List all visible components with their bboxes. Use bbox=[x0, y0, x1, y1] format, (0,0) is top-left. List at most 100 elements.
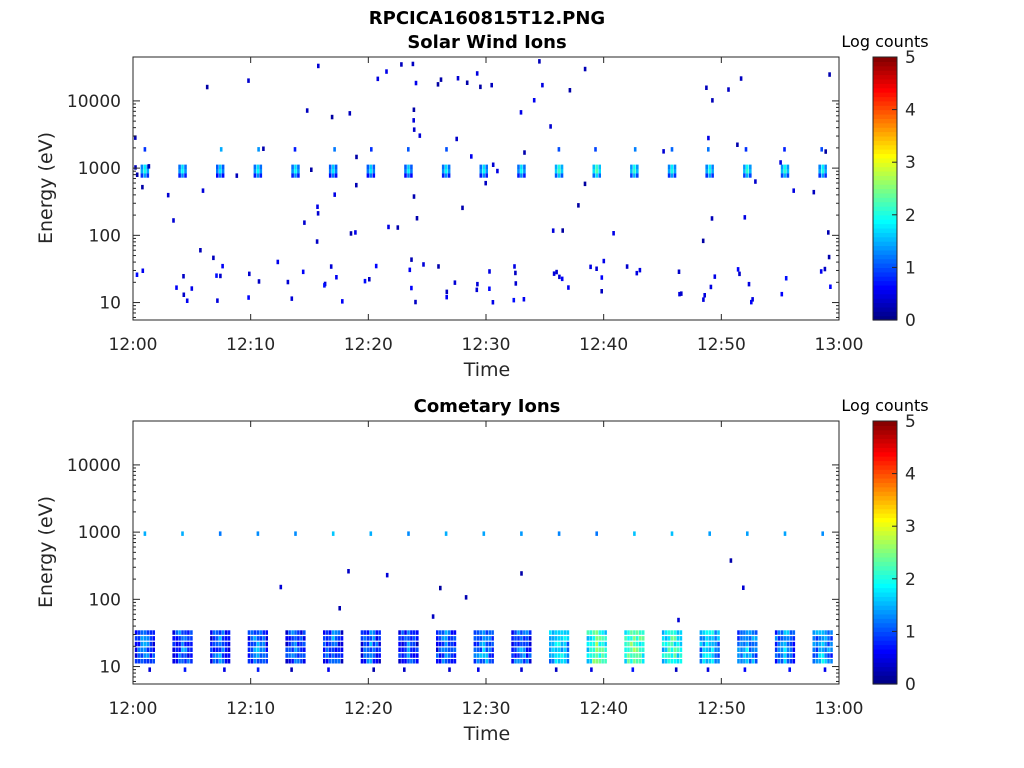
noise-cell bbox=[414, 80, 418, 86]
count-cell bbox=[410, 168, 413, 174]
count-cell bbox=[216, 653, 219, 658]
count-cell bbox=[676, 653, 680, 658]
noise-cell bbox=[418, 133, 422, 138]
noise-cell bbox=[549, 124, 552, 129]
colorbar-segment bbox=[873, 517, 897, 523]
noise-cell bbox=[828, 72, 831, 77]
count-cell bbox=[453, 653, 457, 658]
count-cell bbox=[641, 653, 645, 658]
count-cell bbox=[560, 168, 564, 174]
count-cell bbox=[221, 653, 225, 658]
count-cell bbox=[334, 164, 338, 170]
colorbar-segment bbox=[873, 83, 897, 89]
count-cell bbox=[146, 653, 150, 658]
count-cell bbox=[708, 659, 711, 664]
count-cell bbox=[134, 653, 138, 658]
count-cell bbox=[512, 297, 516, 303]
count-cell bbox=[595, 266, 598, 271]
colorbar-segment bbox=[873, 464, 897, 470]
colorbar-segment bbox=[873, 153, 897, 159]
count-cell bbox=[416, 653, 419, 658]
count-cell bbox=[711, 647, 714, 652]
count-cell bbox=[488, 653, 491, 658]
count-cell bbox=[754, 636, 758, 641]
count-cell bbox=[140, 630, 144, 635]
count-cell bbox=[444, 164, 448, 170]
colorbar-segment bbox=[873, 315, 897, 321]
noise-cell bbox=[792, 188, 795, 193]
colorbar-segment bbox=[873, 434, 897, 440]
count-cell bbox=[598, 164, 601, 170]
count-cell bbox=[705, 164, 708, 170]
count-cell bbox=[818, 164, 821, 170]
colorbar-segment bbox=[873, 157, 897, 163]
count-cell bbox=[595, 647, 598, 652]
count-cell bbox=[630, 647, 633, 652]
count-cell bbox=[818, 641, 821, 647]
count-cell bbox=[821, 641, 824, 647]
colorbar-segment bbox=[873, 644, 897, 650]
count-cell bbox=[256, 168, 260, 174]
count-cell bbox=[436, 641, 439, 647]
count-cell bbox=[134, 647, 138, 652]
count-cell bbox=[792, 630, 796, 635]
count-cell bbox=[522, 297, 526, 302]
count-cell bbox=[780, 641, 784, 647]
count-cell bbox=[702, 297, 705, 302]
count-cell bbox=[821, 653, 824, 658]
count-cell bbox=[181, 636, 184, 641]
count-cell bbox=[792, 636, 796, 641]
colorbar-segment bbox=[873, 298, 897, 304]
noise-cell bbox=[824, 149, 827, 154]
count-cell bbox=[152, 659, 155, 664]
count-cell bbox=[219, 273, 222, 279]
count-cell bbox=[830, 659, 833, 664]
count-cell bbox=[633, 636, 636, 641]
count-cell bbox=[679, 641, 683, 647]
count-cell bbox=[482, 531, 486, 536]
count-cell bbox=[598, 659, 601, 664]
count-cell bbox=[740, 641, 743, 647]
count-cell bbox=[743, 647, 746, 652]
count-cell bbox=[444, 173, 448, 178]
noise-cell bbox=[235, 173, 239, 178]
count-cell bbox=[667, 647, 671, 652]
count-cell bbox=[667, 636, 671, 641]
colorbar-segment bbox=[873, 587, 897, 593]
count-cell bbox=[528, 659, 532, 664]
count-cell bbox=[285, 647, 288, 652]
count-cell bbox=[595, 173, 598, 178]
colorbar-segment bbox=[873, 249, 897, 255]
count-cell bbox=[526, 630, 529, 635]
colorbar-tick-label: 1 bbox=[905, 258, 916, 278]
count-cell bbox=[661, 653, 665, 658]
count-cell bbox=[708, 168, 711, 174]
count-cell bbox=[749, 653, 752, 658]
count-cell bbox=[247, 636, 251, 641]
count-cell bbox=[224, 641, 228, 647]
count-cell bbox=[375, 630, 378, 635]
count-cell bbox=[134, 659, 138, 664]
count-cell bbox=[416, 659, 419, 664]
count-cell bbox=[143, 164, 147, 170]
count-cell bbox=[560, 276, 564, 282]
colorbar-segment bbox=[873, 210, 897, 216]
count-cell bbox=[636, 168, 639, 174]
count-cell bbox=[774, 636, 778, 641]
colorbar-frame bbox=[872, 420, 898, 685]
count-cell bbox=[706, 667, 710, 672]
count-cell bbox=[181, 647, 184, 652]
noise-cell bbox=[612, 231, 615, 236]
count-cell bbox=[557, 531, 561, 536]
count-cell bbox=[398, 641, 401, 647]
count-cell bbox=[187, 636, 190, 641]
count-cell bbox=[630, 630, 633, 635]
noise-cell bbox=[662, 149, 665, 154]
noise-cell bbox=[707, 135, 710, 141]
count-cell bbox=[774, 641, 778, 647]
count-cell bbox=[746, 531, 749, 536]
colorbar-segment bbox=[873, 74, 897, 80]
colorbar-segment bbox=[873, 219, 897, 225]
count-cell bbox=[221, 659, 225, 664]
count-cell bbox=[137, 630, 141, 635]
